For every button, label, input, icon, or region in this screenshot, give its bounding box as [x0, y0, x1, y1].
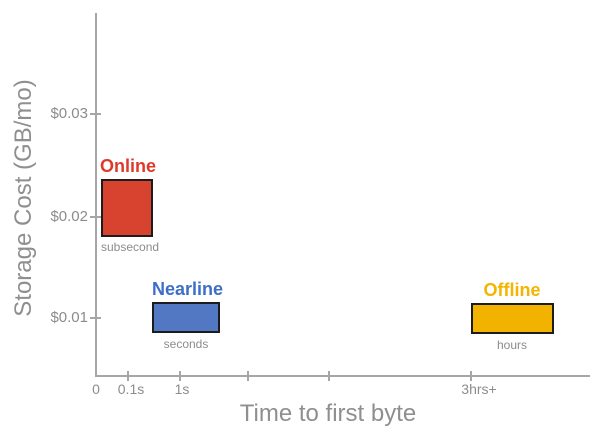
x-tick-unlabeled-2 [328, 371, 330, 381]
x-tick-0.1s [127, 371, 129, 381]
x-axis-line [95, 375, 590, 377]
y-tick-label: $0.01 [50, 309, 88, 326]
offline-sub-label: hours [496, 338, 528, 352]
x-tick-label: 0 [92, 381, 100, 397]
y-tick-0.01 [90, 317, 101, 319]
x-tick-label: 0.1s [117, 381, 145, 397]
offline-label: Offline [483, 280, 541, 300]
y-axis-line [95, 13, 97, 377]
y-tick-0.02 [90, 216, 101, 218]
offline-cost-box [471, 303, 554, 334]
x-tick-1s [179, 371, 181, 381]
x-axis-title: Time to first byte [239, 400, 417, 427]
x-tick-unlabeled-1 [247, 371, 249, 381]
y-tick-label: $0.03 [50, 105, 88, 122]
x-tick-3hrs [470, 371, 472, 381]
online-label: Online [100, 156, 157, 176]
online-cost-box [101, 179, 153, 237]
nearline-sub-label: seconds [163, 337, 209, 351]
y-tick-0.03 [90, 113, 101, 115]
y-tick-label: $0.02 [50, 208, 88, 225]
nearline-label: Nearline [152, 279, 224, 299]
nearline-cost-box [152, 302, 220, 333]
x-tick-label: 1s [174, 381, 190, 397]
x-tick-label: 3hrs+ [461, 381, 497, 397]
online-sub-label: subsecond [101, 240, 160, 254]
